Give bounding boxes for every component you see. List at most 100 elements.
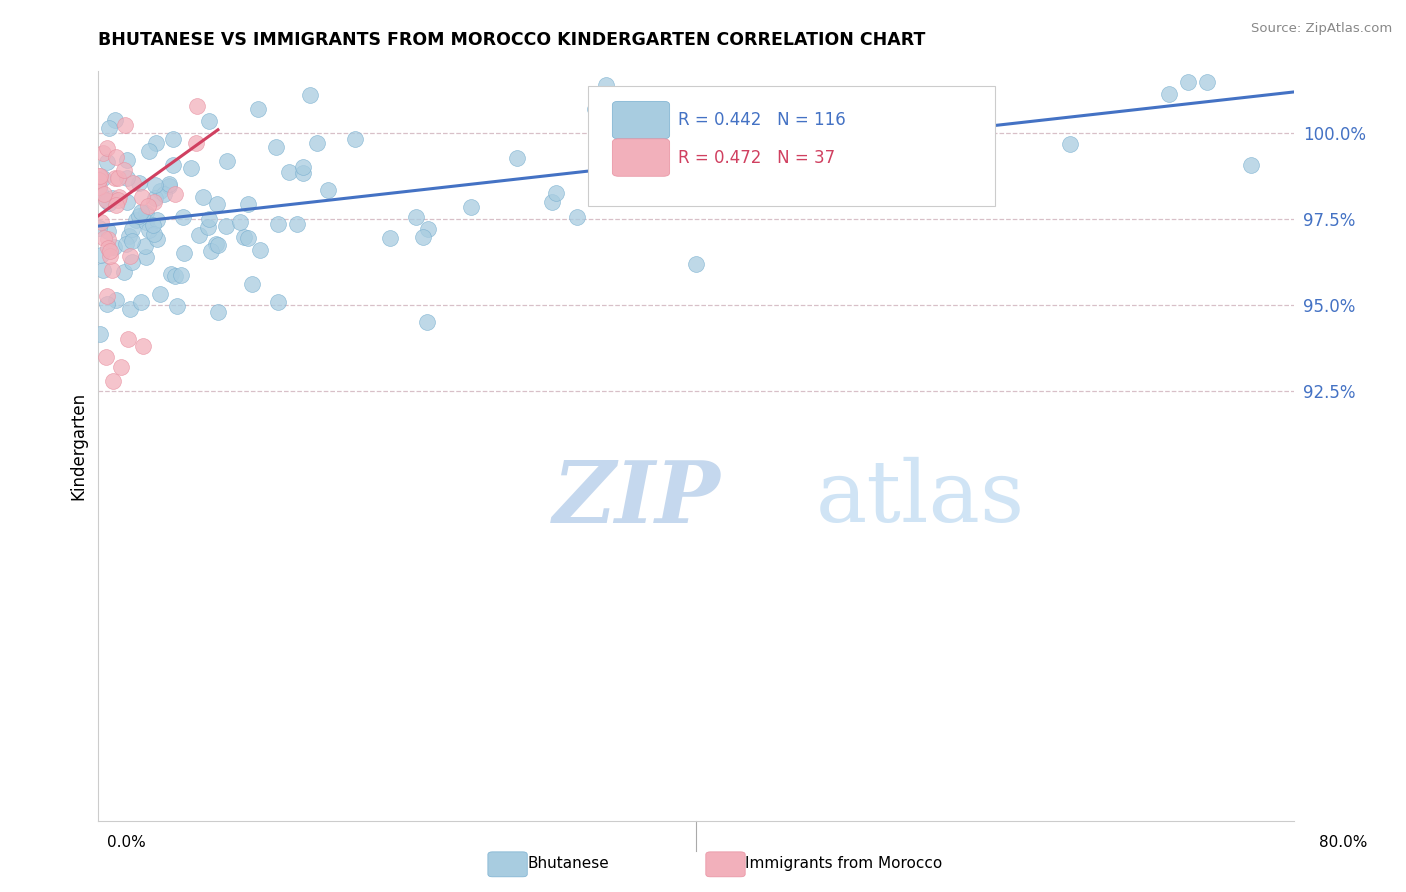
Point	[145, 136, 167, 151]
Point	[143, 178, 166, 192]
Point	[96, 289, 118, 303]
Point	[97, 121, 120, 136]
Point	[96, 297, 118, 311]
Point	[945, 142, 967, 156]
Point	[142, 218, 165, 232]
Point	[90, 248, 112, 262]
Point	[159, 267, 181, 281]
Text: 80.0%: 80.0%	[1319, 836, 1367, 850]
Text: R = 0.472   N = 37: R = 0.472 N = 37	[678, 149, 835, 167]
Point	[233, 229, 256, 244]
Point	[118, 302, 141, 317]
Point	[460, 200, 482, 214]
Point	[180, 161, 202, 176]
Text: atlas: atlas	[815, 457, 1025, 540]
Point	[1157, 87, 1180, 101]
Point	[104, 150, 127, 164]
Point	[115, 171, 138, 186]
Point	[664, 120, 686, 134]
Point	[96, 140, 118, 154]
Point	[803, 95, 825, 109]
Point	[114, 118, 136, 132]
Point	[107, 193, 129, 207]
Point	[91, 145, 114, 160]
Point	[153, 187, 176, 202]
Point	[595, 78, 617, 92]
Text: BHUTANESE VS IMMIGRANTS FROM MOROCCO KINDERGARTEN CORRELATION CHART: BHUTANESE VS IMMIGRANTS FROM MOROCCO KIN…	[98, 31, 925, 49]
Point	[103, 240, 125, 254]
Point	[844, 94, 866, 108]
Point	[121, 222, 143, 236]
Point	[97, 232, 120, 246]
Point	[146, 213, 169, 227]
Point	[107, 170, 129, 185]
Point	[506, 151, 529, 165]
Point	[118, 228, 141, 243]
Point	[215, 219, 238, 234]
Point	[287, 217, 309, 231]
Point	[142, 227, 165, 242]
Point	[104, 112, 127, 127]
Point	[197, 219, 219, 234]
Point	[138, 222, 160, 236]
Point	[115, 195, 138, 210]
Point	[277, 165, 299, 179]
Point	[193, 190, 215, 204]
Point	[267, 294, 290, 309]
Point	[143, 191, 166, 205]
Point	[720, 183, 742, 197]
Point	[105, 293, 128, 307]
Point	[121, 255, 143, 269]
Point	[162, 158, 184, 172]
Point	[188, 227, 211, 242]
Point	[249, 243, 271, 257]
Point	[316, 183, 339, 197]
Point	[98, 249, 121, 263]
Point	[305, 136, 328, 150]
Point	[626, 172, 648, 186]
Point	[89, 327, 111, 342]
FancyBboxPatch shape	[613, 102, 669, 139]
Point	[247, 102, 270, 116]
Point	[172, 211, 194, 225]
Point	[89, 185, 111, 199]
Point	[229, 215, 252, 229]
Text: Immigrants from Morocco: Immigrants from Morocco	[745, 856, 942, 871]
Point	[163, 269, 186, 284]
Point	[128, 209, 150, 223]
Point	[135, 206, 157, 220]
Point	[198, 114, 221, 128]
Point	[98, 195, 121, 210]
Point	[1059, 137, 1081, 152]
Point	[97, 241, 120, 255]
Point	[207, 305, 229, 319]
Point	[143, 194, 166, 209]
Point	[94, 350, 117, 364]
Point	[157, 178, 180, 193]
Point	[108, 190, 131, 204]
Point	[125, 213, 148, 227]
Point	[173, 245, 195, 260]
Point	[110, 359, 132, 374]
Point	[683, 187, 706, 202]
Point	[546, 186, 568, 200]
Point	[405, 211, 427, 225]
Point	[266, 217, 288, 231]
Point	[186, 99, 208, 113]
Point	[117, 333, 139, 347]
Point	[132, 339, 155, 353]
Point	[380, 230, 402, 244]
Point	[162, 132, 184, 146]
Point	[118, 250, 141, 264]
Point	[238, 230, 260, 244]
Point	[541, 195, 564, 210]
Text: R = 0.442   N = 116: R = 0.442 N = 116	[678, 112, 846, 129]
Point	[121, 234, 143, 248]
Point	[242, 277, 264, 291]
Point	[98, 244, 121, 259]
Y-axis label: Kindergarten: Kindergarten	[69, 392, 87, 500]
Point	[299, 88, 322, 103]
Point	[166, 299, 188, 313]
Point	[89, 220, 111, 235]
Point	[1177, 75, 1199, 89]
